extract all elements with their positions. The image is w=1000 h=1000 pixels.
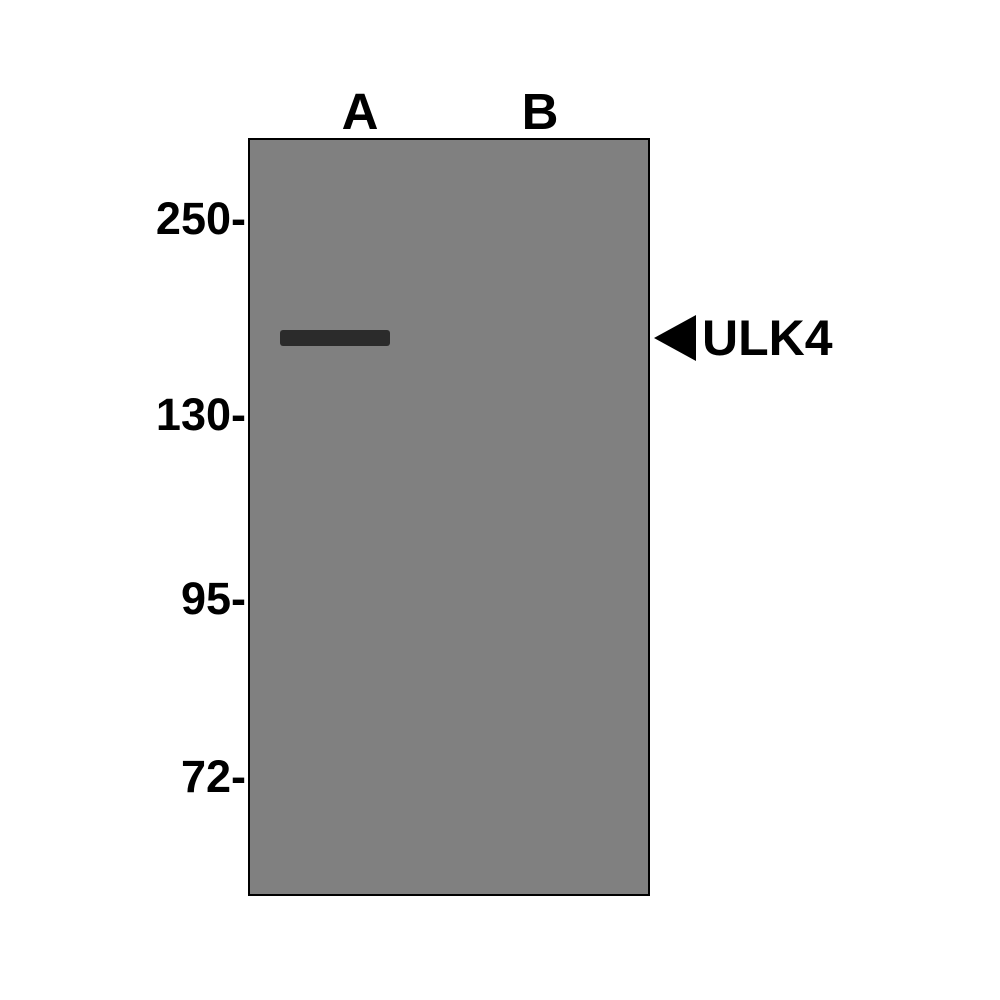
- lane-label-B: B: [480, 82, 600, 141]
- mw-marker-250: 250-: [96, 193, 246, 245]
- mw-marker-95: 95-: [96, 573, 246, 625]
- target-text: ULK4: [702, 309, 833, 367]
- left-arrow-icon: [654, 315, 696, 361]
- western-blot-figure: A B 250- 130- 95- 72- ULK4: [0, 0, 1000, 1000]
- lane-label-A: A: [300, 82, 420, 141]
- mw-marker-130: 130-: [96, 389, 246, 441]
- blot-membrane: [248, 138, 650, 896]
- band-lane-A: [280, 330, 390, 346]
- mw-marker-72: 72-: [96, 751, 246, 803]
- target-label: ULK4: [654, 309, 833, 367]
